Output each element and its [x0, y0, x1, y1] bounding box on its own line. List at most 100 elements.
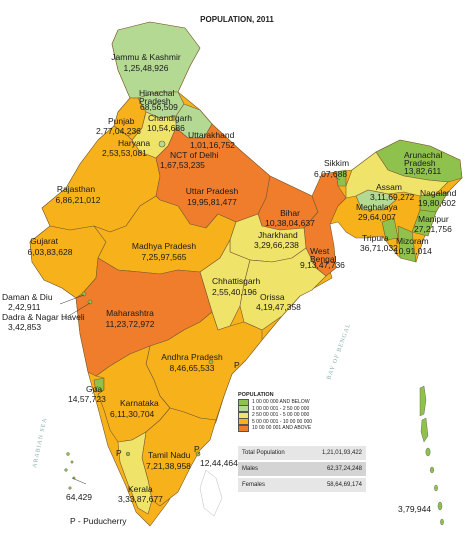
region-nagaland	[419, 191, 449, 213]
label-arunachal-value: 13,82,611	[404, 166, 441, 176]
legend-swatch	[238, 424, 249, 432]
legend-label: 2 50 00 001 - 5 00 00 000	[252, 412, 310, 419]
label-jharkhand-value: 3,29,66,238	[254, 240, 299, 250]
label-arunachal-name: Arunachal Pradesh	[404, 150, 445, 168]
region-kerala	[117, 431, 153, 515]
label-himachal-name: Himachal Pradesh	[139, 88, 177, 106]
label-madhya-pradesh-name: Madhya Pradesh	[132, 241, 197, 251]
label-goa-value: 14,57,723	[68, 394, 106, 404]
label-uttar-pradesh-value: 19,95,81,477	[187, 197, 237, 207]
label-assam-value: 3,11,69,272	[370, 192, 415, 202]
label-orissa-name: Orissa	[260, 292, 285, 302]
puducherry-marker-1: P	[234, 360, 240, 370]
footnote: P - Puducherry	[70, 516, 127, 526]
legend-label: 1 00 00 000 AND BELOW	[252, 399, 310, 406]
label-assam-name: Assam	[376, 182, 402, 192]
label-punjab-value: 2,77,04,236	[96, 126, 141, 136]
region-puducherry-yanam	[208, 359, 214, 365]
puducherry-marker-2: P	[194, 444, 200, 454]
leader-lines	[59, 175, 341, 485]
region-manipur	[411, 209, 437, 237]
label-maharashtra-value: 11,23,72,972	[106, 319, 155, 329]
label-karnataka-name: Karnataka	[120, 398, 159, 408]
label-chhattisgarh-value: 2,55,40,196	[212, 287, 257, 297]
arabian-sea-label: ARABIAN SEA	[32, 417, 49, 468]
label-manipur-name: Manipur	[418, 214, 449, 224]
label-madhya-pradesh-value: 7,25,97,565	[142, 252, 187, 262]
label-uttarakhand-value: 1,01,16,752	[190, 140, 235, 150]
region-daman-diu	[81, 291, 87, 297]
label-maharashtra-name: Maharashtra	[106, 308, 154, 318]
andaman-nicobar-islands	[419, 385, 444, 526]
legend-label: 10 00 00 001 AND ABOVE	[252, 425, 312, 432]
population-totals: Total Population 1,21,01,93,422 Males 62…	[238, 446, 366, 494]
legend-label: 1 00 00 001 - 2 50 00 000	[252, 405, 310, 412]
label-bihar-name: Bihar	[280, 208, 300, 218]
label-sikkim-name: Sikkim	[324, 158, 349, 168]
region-mizoram	[397, 225, 417, 263]
legend-item: 10 00 00 001 AND ABOVE	[238, 424, 358, 432]
region-tripura	[381, 217, 399, 241]
label-rajasthan-value: 6,86,21,012	[56, 195, 101, 205]
legend-rows: 1 00 00 000 AND BELOW 1 00 00 001 - 2 50 …	[238, 398, 358, 432]
label-karnataka-value: 6,11,30,704	[110, 409, 155, 419]
label-manipur-value: 27,21,756	[414, 224, 452, 234]
label-bihar-value: 10,38,04,637	[265, 218, 315, 228]
label-puducherry-value: 12,44,464	[200, 458, 238, 468]
label-punjab-name: Punjab	[108, 116, 135, 126]
label-chhattisgarh-name: Chhattisgarh	[212, 276, 260, 286]
population-legend: POPULATION 1 00 00 000 AND BELOW 1 00 00 …	[238, 392, 358, 432]
label-chandigarh-value: 10,54,686	[147, 123, 185, 133]
region-delhi	[158, 140, 166, 148]
males-label: Males	[242, 466, 259, 472]
label-mizoram-name: Mizoram	[396, 236, 429, 246]
label-haryana-name: Haryana	[118, 138, 150, 148]
label-gujarat-name: Gujarat	[30, 236, 59, 246]
label-kerala-name: Kerala	[128, 484, 153, 494]
label-tripura-value: 36,71,032	[360, 243, 398, 253]
label-jammu-kashmir-value: 1,25,48,926	[124, 63, 169, 73]
label-tamil-nadu-name: Tamil Nadu	[148, 450, 191, 460]
label-kerala-value: 3,33,87,677	[118, 494, 163, 504]
label-west-bengal-name: West Bengal	[310, 246, 337, 264]
neighbour-outline	[199, 469, 223, 517]
label-lakshadweep-value: 64,429	[66, 492, 92, 502]
total-population-row: Total Population 1,21,01,93,422	[238, 446, 366, 460]
label-daman-diu-name: Daman & Diu	[2, 292, 53, 302]
region-puducherry-mahe	[125, 451, 131, 457]
state-labels: Jammu & Kashmir 1,25,48,926 Himachal Pra…	[2, 52, 457, 514]
males-value: 62,37,24,248	[326, 466, 362, 472]
label-rajasthan-name: Rajasthan	[57, 184, 96, 194]
region-meghalaya	[355, 189, 397, 211]
legend-title: POPULATION	[238, 392, 274, 398]
label-himachal-value: 68,56,509	[140, 102, 178, 112]
label-goa-name: Goa	[86, 384, 102, 394]
region-dadra	[87, 299, 93, 305]
label-andhra-value: 8,46,65,533	[170, 363, 215, 373]
label-gujarat-value: 6,03,83,628	[28, 247, 73, 257]
label-dadra-value: 3,42,853	[8, 322, 41, 332]
label-uttarakhand-name: Uttarakhand	[188, 130, 235, 140]
label-chandigarh-name: Chandigarh	[148, 113, 192, 123]
label-mizoram-value: 10,91,014	[394, 246, 432, 256]
label-delhi-value: 1,67,53,235	[160, 160, 205, 170]
label-daman-diu-value: 2,42,911	[8, 302, 41, 312]
label-orissa-value: 4,19,47,358	[256, 302, 301, 312]
label-meghalaya-name: Meghalaya	[356, 202, 398, 212]
label-andaman-value: 3,79,944	[398, 504, 431, 514]
males-row: Males 62,37,24,248	[238, 462, 366, 476]
label-jammu-kashmir-name: Jammu & Kashmir	[111, 52, 181, 62]
label-sikkim-value: 6,07,688	[314, 169, 347, 179]
label-uttar-pradesh-name: Uttar Pradesh	[186, 186, 239, 196]
label-west-bengal-value: 9,13,47,736	[300, 260, 345, 270]
label-tamil-nadu-value: 7,21,38,958	[146, 461, 191, 471]
puducherry-marker-3: P	[116, 448, 122, 458]
lakshadweep-islands	[64, 452, 76, 490]
label-nagaland-value: 19,80,602	[418, 198, 456, 208]
map-title: POPULATION, 2011	[200, 15, 274, 24]
label-meghalaya-value: 29,64,007	[358, 212, 396, 222]
legend-label: 5 00 00 001 - 10 00 00 000	[252, 418, 313, 425]
total-population-value: 1,21,01,93,422	[321, 450, 362, 456]
label-tripura-name: Tripura	[362, 233, 389, 243]
